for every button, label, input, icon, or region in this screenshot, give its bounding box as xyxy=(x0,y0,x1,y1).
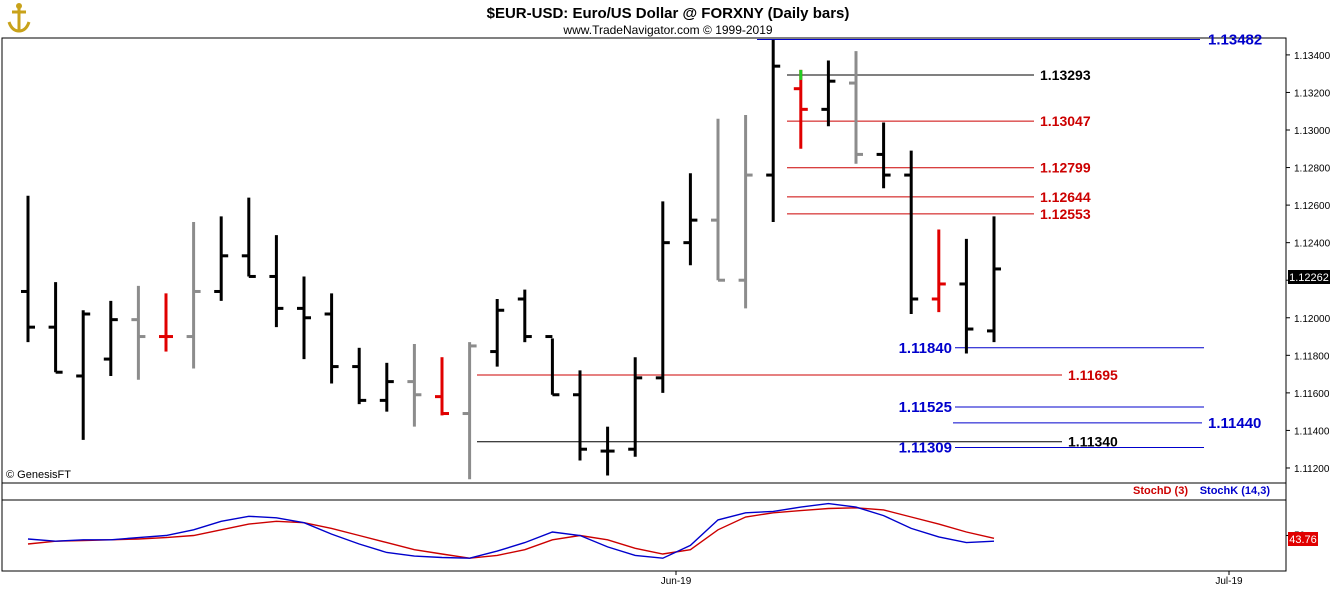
ohlc-bar xyxy=(241,197,256,278)
ohlc-bar xyxy=(435,357,449,416)
stoch-panel xyxy=(1,482,1287,572)
y-tick-label: 1.11800 xyxy=(1294,351,1330,362)
ohlc-bar xyxy=(103,300,118,376)
ohlc-bar xyxy=(655,201,670,393)
ohlc-bar xyxy=(297,276,311,360)
y-tick-label: 1.13200 xyxy=(1294,88,1331,99)
level-label: 1.12799 xyxy=(1040,160,1091,176)
last-price-tag: 1.12262 xyxy=(1288,270,1330,284)
level-label: 1.11695 xyxy=(1068,367,1118,383)
level-label: 1.12553 xyxy=(1040,206,1091,222)
level-label: 1.11440 xyxy=(1208,415,1261,432)
legend-stoch-d: StochD (3) xyxy=(1133,485,1188,497)
level-label: 1.13047 xyxy=(1040,113,1091,129)
ohlc-bar xyxy=(959,238,974,354)
ohlc-bar xyxy=(766,39,781,223)
price-levels: 1.13482 1.13293 1.13047 1.12799 1.126441.125… xyxy=(477,32,1262,457)
level-label: 1.12644 xyxy=(1040,189,1091,205)
ohlc-bar xyxy=(490,298,505,367)
ohlc-bar xyxy=(987,216,1001,343)
price-panel xyxy=(1,37,1287,484)
watermark: © GenesisFT xyxy=(6,469,71,481)
y-tick-label: 1.12000 xyxy=(1294,314,1331,325)
ohlc-bar xyxy=(711,118,725,282)
chart-subtitle: www.TradeNavigator.com © 1999-2019 xyxy=(562,23,772,37)
x-tick-jul: Jul-19 xyxy=(1215,576,1243,587)
chart-title: $EUR-USD: Euro/US Dollar @ FORXNY (Daily… xyxy=(487,5,850,22)
last-price-label: 1.12262 xyxy=(1289,272,1329,284)
ohlc-bar xyxy=(352,347,367,405)
price-y-axis: 1.11200 1.11400 1.11600 1.11800 1.12000 1.122… xyxy=(1286,51,1331,475)
legend-stoch-k: StochK (14,3) xyxy=(1200,485,1271,497)
stoch-k-line xyxy=(27,502,995,559)
y-tick-label: 1.12400 xyxy=(1294,239,1331,250)
ohlc-bar xyxy=(545,335,560,397)
ohlc-bar xyxy=(159,293,173,352)
ohlc-bar xyxy=(76,310,91,440)
ohlc-bar xyxy=(48,282,63,374)
level-label: 1.13293 xyxy=(1040,67,1091,83)
ohlc-bar xyxy=(876,122,891,189)
ohlc-bar xyxy=(324,293,339,384)
ohlc-bar xyxy=(821,60,836,127)
y-tick-label: 1.11200 xyxy=(1294,464,1330,475)
ohlc-bar xyxy=(931,229,946,313)
y-tick-label: 1.11400 xyxy=(1294,426,1330,437)
ohlc-bar xyxy=(462,342,477,480)
x-tick-jun: Jun-19 xyxy=(661,576,692,587)
ohlc-bar xyxy=(131,285,146,380)
stoch-d-line xyxy=(27,507,995,559)
y-tick-label: 1.13000 xyxy=(1294,126,1331,137)
ohlc-bar xyxy=(517,289,532,343)
ohlc-bar xyxy=(738,114,753,309)
stoch-last-label: 43.76 xyxy=(1289,534,1317,546)
ohlc-bar xyxy=(214,216,229,301)
header: $EUR-USD: Euro/US Dollar @ FORXNY (Daily… xyxy=(4,2,849,37)
ohlc-bar xyxy=(849,51,863,164)
ohlc-bar xyxy=(628,357,643,457)
level-label: 1.11309 xyxy=(899,440,952,457)
ohlc-bar xyxy=(904,150,919,315)
level-label: 1.11840 xyxy=(899,340,952,357)
level-label: 1.11340 xyxy=(1068,434,1118,450)
level-label: 1.11525 xyxy=(899,399,952,416)
level-label: 1.13482 xyxy=(1208,32,1262,49)
ohlc-bar xyxy=(683,173,698,266)
y-tick-label: 1.13400 xyxy=(1294,51,1331,62)
anchor-icon xyxy=(4,2,34,34)
ohlc-bar xyxy=(186,222,201,369)
y-tick-label: 1.11600 xyxy=(1294,389,1330,400)
ohlc-bar xyxy=(21,195,35,343)
time-axis: Jun-19 Jul-19 xyxy=(661,571,1243,587)
ohlc-bar xyxy=(573,370,587,461)
stoch-last-tag: 43.76 xyxy=(1288,532,1318,546)
ohlc-bar xyxy=(407,344,422,427)
ohlc-bar xyxy=(793,69,808,149)
ohlc-bar xyxy=(269,235,284,328)
ohlc-bars xyxy=(21,39,1001,480)
y-tick-label: 1.12600 xyxy=(1294,201,1331,212)
ohlc-bar xyxy=(600,426,615,476)
y-tick-label: 1.12800 xyxy=(1294,164,1331,175)
ohlc-bar xyxy=(379,362,394,412)
